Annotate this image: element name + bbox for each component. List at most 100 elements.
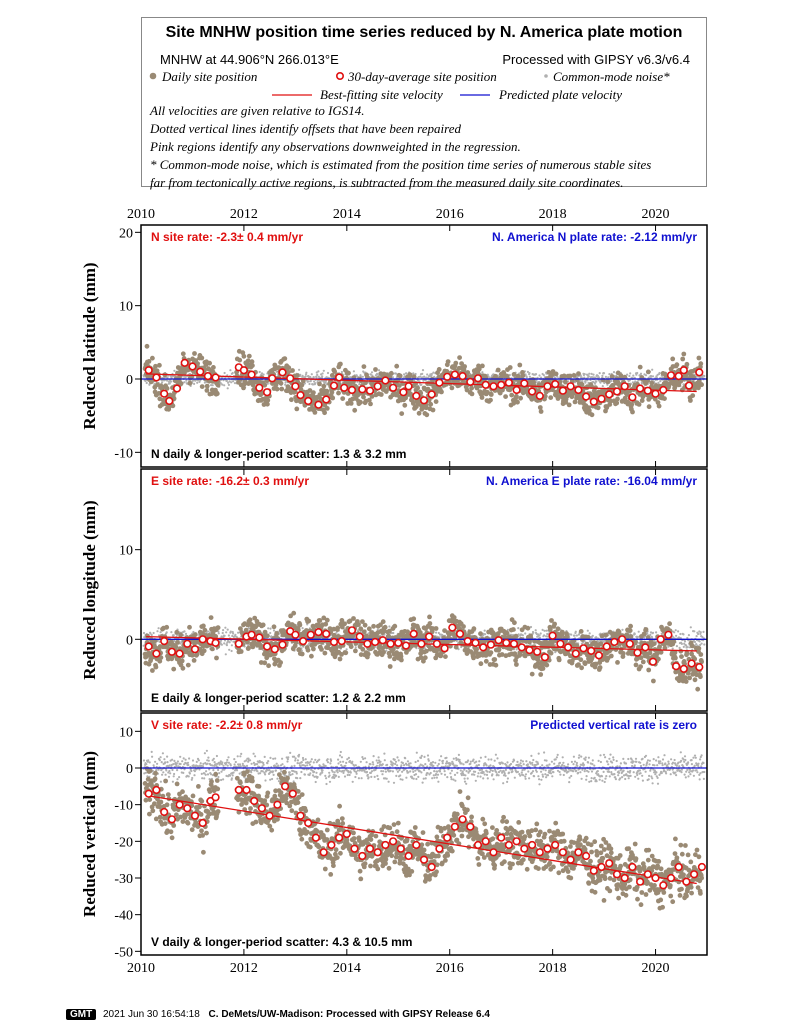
common-mode-point <box>674 629 677 632</box>
common-mode-point <box>644 374 648 377</box>
common-mode-point <box>702 630 705 634</box>
fit-velocity-line <box>146 373 697 393</box>
daily-point <box>150 668 155 673</box>
daily-point <box>171 666 177 672</box>
common-mode-point <box>597 376 601 379</box>
daily-point <box>324 617 330 623</box>
daily-point <box>397 373 403 379</box>
common-mode-point <box>655 376 658 379</box>
daily-point <box>164 386 170 391</box>
daily-point <box>488 397 493 403</box>
daily-point <box>289 397 294 403</box>
daily-point <box>178 381 184 387</box>
daily-point <box>299 382 305 388</box>
common-mode-point <box>528 372 531 375</box>
daily-point <box>153 363 158 369</box>
common-mode-point <box>183 630 186 633</box>
common-mode-point <box>437 631 440 635</box>
common-mode-point <box>699 631 702 634</box>
daily-point <box>361 364 367 369</box>
common-mode-point <box>637 630 640 633</box>
common-mode-point <box>660 632 663 635</box>
daily-point <box>542 393 548 399</box>
common-mode-point <box>269 627 272 630</box>
daily-point <box>465 370 471 375</box>
daily-point <box>696 378 702 384</box>
common-mode-point <box>659 380 662 383</box>
daily-point <box>271 624 277 630</box>
common-mode-point <box>149 632 152 635</box>
common-mode-point <box>518 372 521 375</box>
average-point <box>196 367 205 376</box>
common-mode-point <box>483 629 486 632</box>
daily-point <box>630 409 635 415</box>
daily-point <box>353 648 358 654</box>
daily-point <box>363 380 368 386</box>
common-mode-point <box>394 372 398 375</box>
average-point <box>296 391 305 400</box>
common-mode-point <box>170 631 173 634</box>
common-mode-point <box>223 642 226 645</box>
daily-point <box>305 647 311 653</box>
average-point <box>291 382 300 391</box>
daily-point <box>411 374 417 380</box>
daily-point <box>378 392 384 397</box>
daily-point <box>324 388 330 394</box>
common-mode-point <box>592 373 595 376</box>
daily-point <box>430 407 436 413</box>
legend-daily-label: Daily site position <box>162 69 258 84</box>
daily-point <box>649 380 655 386</box>
legend-note: * Common-mode noise, which is estimated … <box>150 157 652 172</box>
common-mode-point <box>570 633 573 636</box>
daily-point <box>262 629 268 635</box>
daily-point <box>696 385 701 391</box>
daily-point <box>394 363 400 369</box>
daily-point <box>352 407 358 413</box>
daily-point <box>250 363 255 368</box>
common-mode-point <box>422 379 425 382</box>
common-mode-point <box>166 376 169 379</box>
average-point <box>435 378 444 387</box>
common-mode-point <box>223 371 226 375</box>
daily-point <box>296 647 302 652</box>
daily-point <box>336 390 341 396</box>
common-mode-point <box>606 383 609 386</box>
common-mode-point <box>517 627 520 630</box>
daily-point <box>561 373 567 379</box>
daily-point <box>399 411 405 416</box>
common-mode-point <box>165 631 168 634</box>
common-mode-point <box>226 387 229 390</box>
daily-point <box>629 402 635 407</box>
common-mode-point <box>703 643 706 646</box>
average-point <box>172 384 182 393</box>
common-mode-point <box>595 380 598 383</box>
average-point <box>489 382 498 391</box>
common-mode-point <box>629 372 632 375</box>
common-mode-point <box>432 371 435 374</box>
common-mode-point <box>284 381 287 384</box>
common-mode-point <box>376 373 379 376</box>
common-mode-point <box>266 382 269 385</box>
common-mode-point <box>418 380 421 383</box>
daily-point <box>571 373 577 378</box>
daily-point <box>180 665 186 671</box>
common-mode-point <box>301 627 304 630</box>
legend-average-symbol <box>336 71 345 81</box>
daily-point <box>242 378 248 384</box>
common-mode-point <box>230 381 233 384</box>
common-mode-point <box>220 635 223 638</box>
average-point <box>679 366 688 375</box>
common-mode-point <box>315 376 318 379</box>
average-point <box>203 372 212 381</box>
common-mode-point <box>534 373 538 376</box>
common-mode-point <box>636 635 640 639</box>
daily-point <box>204 383 210 389</box>
common-mode-point <box>316 373 319 376</box>
daily-point <box>608 398 613 404</box>
average-point <box>255 383 264 392</box>
average-point <box>247 370 256 379</box>
common-mode-point <box>419 375 422 378</box>
daily-point <box>439 389 444 395</box>
common-mode-point <box>173 369 176 372</box>
average-point <box>160 389 169 398</box>
